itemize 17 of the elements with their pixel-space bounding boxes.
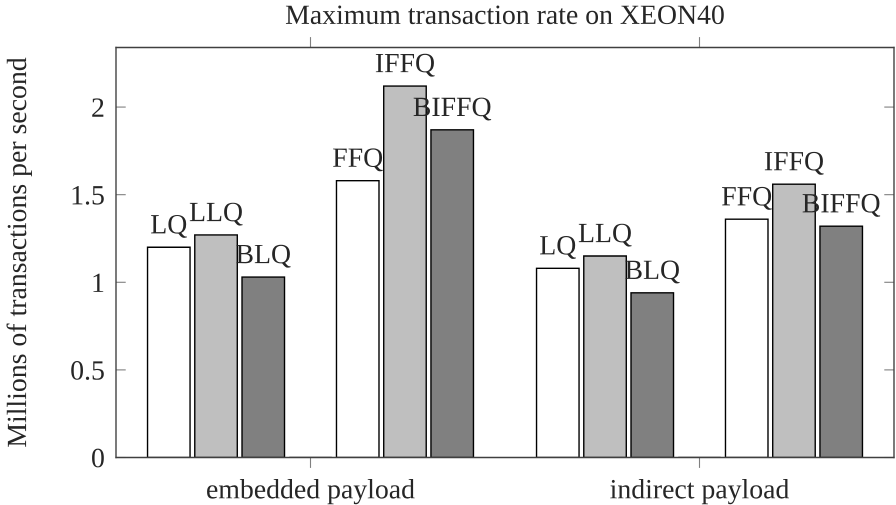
text: FFQ [722,186,772,210]
series-label: IFFQ [376,54,435,77]
text: LLQ [190,202,243,226]
series-label: FFQ [333,148,383,172]
chart-title: Maximum transaction rate on XEON40 [286,5,724,24]
x-tick-label: embedded payload [207,479,415,504]
y-tick-label: 0 [92,448,104,468]
series-label: LQ [151,214,187,238]
y-tick-label: 0.5 [71,361,104,380]
series-label: LLQ [578,224,632,247]
y-tick-label: 1.5 [72,186,104,205]
y-tick-label: 2 [92,98,104,117]
y-axis-title: Millions of transactions per second [6,58,32,447]
text: LQ [540,236,576,259]
text: IFFQ [764,152,824,175]
x-tick-label: indirect payload [610,479,790,504]
y-tick-label: 1 [93,274,104,292]
